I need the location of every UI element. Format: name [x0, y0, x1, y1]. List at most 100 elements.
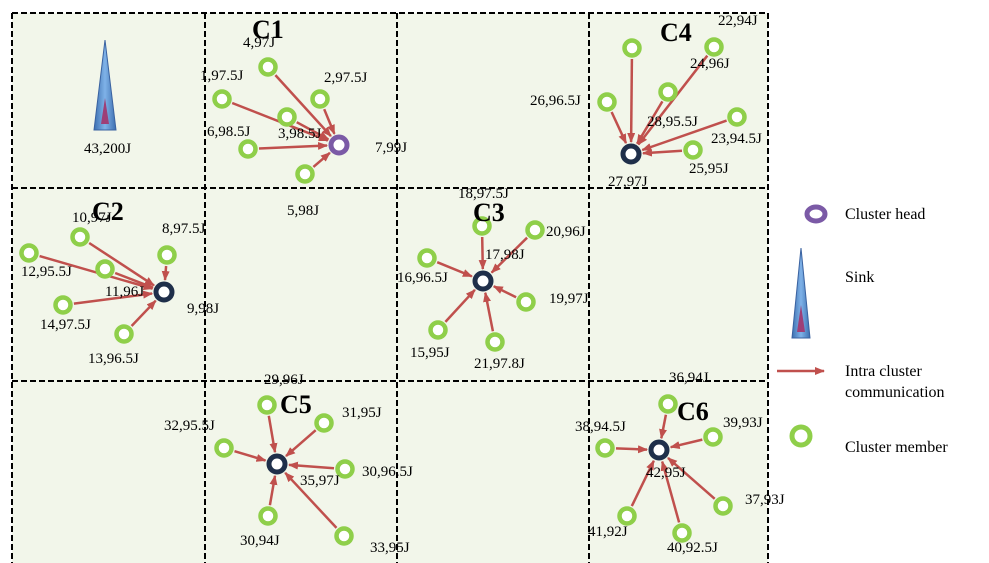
member-energy-label: 13,96.5J — [88, 351, 139, 367]
node-labels: 4,97J 1,97.5J 2,97.5J 6,98.5J 3,98.5J 5,98J 7,… — [21, 13, 785, 556]
member-energy-label: 22,94J — [718, 13, 758, 29]
sink: 43,200J — [84, 39, 131, 157]
intra-cluster-arrow — [627, 58, 636, 143]
member-energy-label: 32,95.5J — [164, 418, 215, 434]
member-energy-label: 2,97.5J — [324, 70, 368, 86]
head-energy-label: 42,95J — [646, 465, 686, 481]
member-energy-label: 1,97.5J — [200, 68, 244, 84]
member-energy-label: 19,97J — [549, 291, 589, 307]
head-energy-label: 17,98J — [485, 247, 525, 263]
intra-cluster-arrow — [669, 438, 703, 449]
member-energy-label: 25,95J — [689, 161, 729, 177]
member-energy-label: 12,95.5J — [21, 264, 72, 280]
member-energy-label: 37,93J — [745, 492, 785, 508]
cluster-title-c3: C3 — [473, 198, 505, 227]
member-energy-label: 14,97.5J — [40, 317, 91, 333]
intra-cluster-arrow — [444, 288, 476, 323]
cluster-title-c5: C5 — [280, 390, 312, 419]
cluster-member-node — [417, 248, 437, 268]
head-energy-label: 7,99J — [375, 140, 407, 156]
intra-cluster-arrow — [641, 119, 728, 152]
intra-cluster-arrow — [161, 265, 170, 281]
sink-icon-core — [101, 98, 109, 124]
intra-cluster-arrow — [73, 290, 154, 305]
cluster-member-node — [428, 320, 448, 340]
intra-cluster-arrow — [490, 236, 528, 274]
cluster-head-node — [620, 143, 642, 165]
member-energy-label: 30,96.5J — [362, 464, 413, 480]
member-energy-label: 18,97.5J — [458, 186, 509, 202]
cluster-member-node — [334, 526, 354, 546]
cluster-member-node — [683, 140, 703, 160]
cluster-title-c6: C6 — [677, 397, 709, 426]
cluster-titles: C1 C2 C3 C4 C5 C6 — [92, 15, 709, 426]
cluster-member-node — [258, 506, 278, 526]
cluster-member-node — [70, 227, 90, 247]
cluster-title-c1: C1 — [252, 15, 284, 44]
member-energy-label: 26,96.5J — [530, 93, 581, 109]
intra-cluster-arrow — [274, 74, 332, 137]
cluster-member-node — [295, 164, 315, 184]
intra-cluster-arrow — [114, 271, 154, 289]
sink-legend-icon-core — [797, 305, 805, 332]
sink-legend-icon — [791, 247, 811, 339]
cluster-title-c2: C2 — [92, 197, 124, 226]
member-energy-label: 29,96J — [264, 372, 304, 388]
cluster-member-node — [277, 107, 297, 127]
intra-cluster-arrow — [667, 456, 716, 500]
intra-cluster-arrow — [660, 460, 681, 523]
member-energy-label: 16,96.5J — [397, 270, 448, 286]
cluster-member-node — [595, 438, 615, 458]
head-energy-label: 35,97J — [300, 473, 340, 489]
cluster-member-node — [114, 324, 134, 344]
cluster-member-node — [617, 506, 637, 526]
intra-cluster-arrow — [284, 471, 338, 529]
member-energy-label: 4,97J — [243, 35, 275, 51]
intra-cluster-arrow — [268, 474, 278, 506]
cluster-head-node — [153, 281, 175, 303]
intra-cluster-arrow — [436, 261, 473, 278]
member-energy-label: 38,94.5J — [575, 419, 626, 435]
sink-icon — [93, 39, 117, 131]
intra-cluster-arrow — [323, 108, 336, 135]
intra-cluster-arrow — [492, 285, 517, 299]
intra-cluster-arrows — [39, 54, 728, 529]
cluster-member-node — [53, 295, 73, 315]
cluster-head-icon — [804, 204, 828, 224]
intra-cluster-arrow — [642, 148, 683, 157]
member-energy-label: 6,98.5J — [207, 124, 251, 140]
legend-intra-line2: communication — [845, 384, 945, 401]
member-energy-label: 15,95J — [410, 345, 450, 361]
cluster-member-node — [214, 438, 234, 458]
cluster-head-node — [266, 453, 288, 475]
field-background — [12, 13, 768, 563]
intra-cluster-arrow — [130, 299, 157, 327]
head-energy-label: 27,97J — [608, 174, 648, 190]
member-energy-label: 41,92J — [588, 524, 628, 540]
intra-cluster-arrow — [234, 450, 267, 462]
member-energy-label: 3,98.5J — [278, 126, 322, 142]
member-energy-label: 40,92.5J — [667, 540, 718, 556]
member-energy-label: 31,95J — [342, 405, 382, 421]
member-energy-label: 24,96J — [690, 56, 730, 72]
intra-cluster-arrow — [483, 291, 495, 332]
cluster-head-node — [648, 439, 670, 461]
legend-cluster-head: Cluster head — [845, 206, 925, 223]
cluster-title-c4: C4 — [660, 18, 692, 47]
intra-cluster-arrow — [636, 100, 664, 145]
cluster-member-node — [157, 245, 177, 265]
legend-sink: Sink — [845, 269, 874, 286]
cluster-member-node — [258, 57, 278, 77]
intra-cluster-arrow — [610, 111, 628, 145]
intra-cluster-arrow — [285, 429, 317, 458]
cluster-member-node — [472, 216, 492, 236]
head-energy-label: 9,98J — [187, 301, 219, 317]
intra-cluster-arrow — [659, 414, 668, 440]
cluster-member-node — [19, 243, 39, 263]
sensor-nodes — [19, 37, 747, 546]
member-energy-label: 8,97.5J — [162, 221, 206, 237]
cluster-member-node — [95, 259, 115, 279]
legend-intra-line1: Intra cluster — [845, 363, 923, 380]
cluster-member-node — [622, 38, 642, 58]
intra-cluster-arrow — [615, 445, 648, 454]
